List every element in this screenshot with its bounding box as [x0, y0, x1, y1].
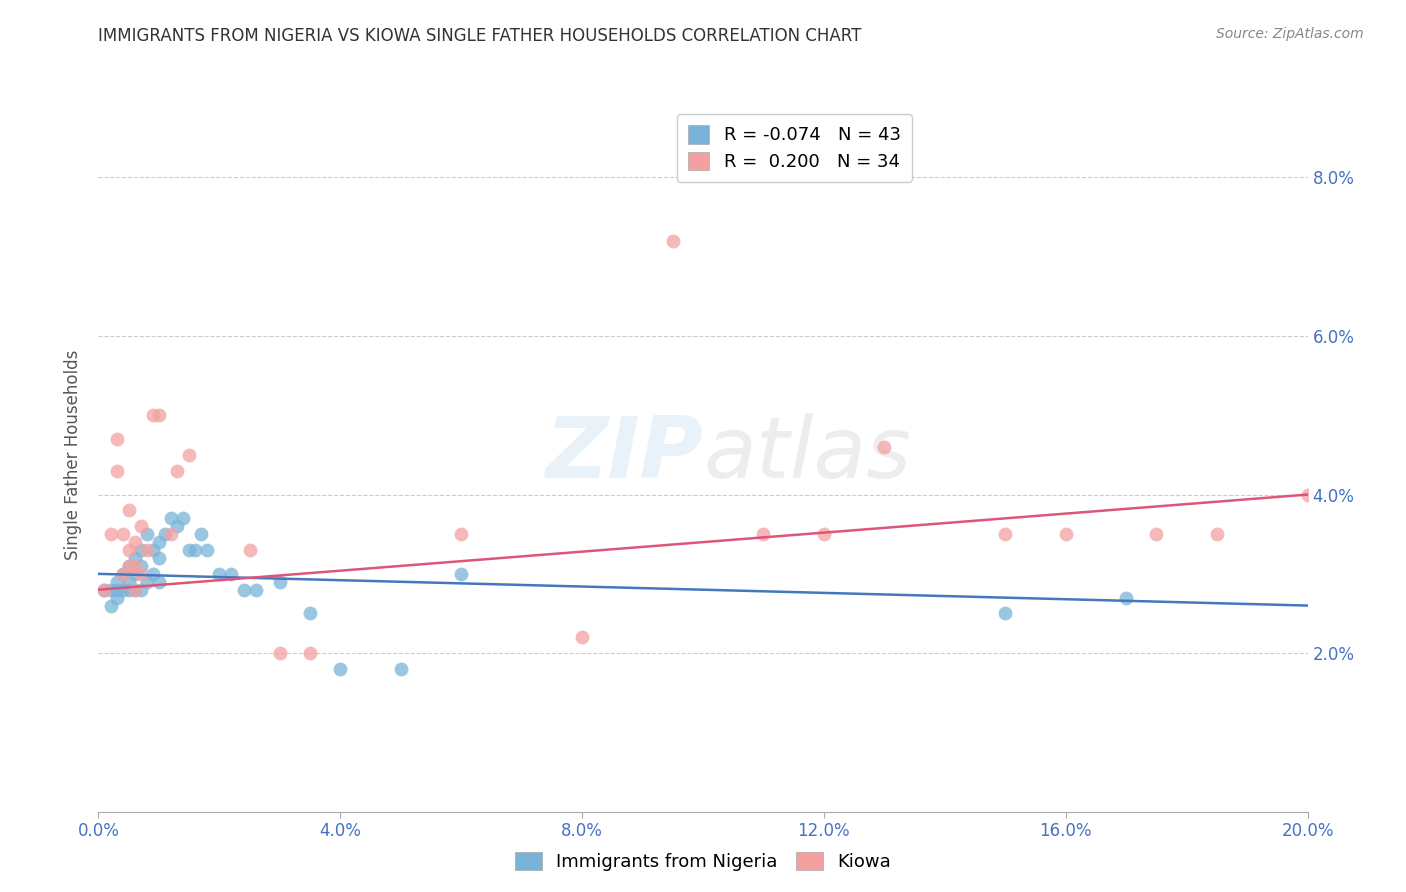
Point	[118, 558, 141, 573]
Point	[450, 527, 472, 541]
Point	[105, 464, 128, 478]
Point	[184, 543, 207, 558]
Point	[111, 582, 134, 597]
Point	[100, 599, 122, 613]
Point	[118, 574, 141, 589]
Point	[148, 551, 170, 566]
Point	[299, 607, 322, 621]
Point	[93, 582, 115, 597]
Point	[124, 566, 146, 581]
Point	[1115, 591, 1137, 605]
Point	[1054, 527, 1077, 541]
Point	[135, 574, 157, 589]
Point	[813, 527, 835, 541]
Point	[129, 543, 152, 558]
Point	[93, 582, 115, 597]
Point	[873, 440, 896, 454]
Point	[994, 607, 1017, 621]
Point	[994, 527, 1017, 541]
Point	[142, 409, 165, 423]
Point	[124, 582, 146, 597]
Point	[208, 566, 231, 581]
Point	[329, 662, 352, 676]
Point	[148, 409, 170, 423]
Point	[129, 519, 152, 533]
Point	[1206, 527, 1229, 541]
Y-axis label: Single Father Households: Single Father Households	[65, 350, 83, 560]
Point	[135, 543, 157, 558]
Point	[450, 566, 472, 581]
Point	[160, 511, 183, 525]
Text: Source: ZipAtlas.com: Source: ZipAtlas.com	[1216, 27, 1364, 41]
Point	[269, 646, 291, 660]
Point	[124, 582, 146, 597]
Point	[172, 511, 194, 525]
Point	[269, 574, 291, 589]
Point	[1296, 487, 1319, 501]
Point	[111, 566, 134, 581]
Text: ZIP: ZIP	[546, 413, 703, 497]
Point	[232, 582, 254, 597]
Point	[148, 535, 170, 549]
Point	[129, 582, 152, 597]
Point	[105, 591, 128, 605]
Point	[118, 543, 141, 558]
Point	[105, 574, 128, 589]
Point	[166, 519, 188, 533]
Point	[389, 662, 412, 676]
Point	[160, 527, 183, 541]
Text: atlas: atlas	[703, 413, 911, 497]
Point	[124, 558, 146, 573]
Point	[245, 582, 267, 597]
Point	[118, 503, 141, 517]
Point	[190, 527, 212, 541]
Point	[166, 464, 188, 478]
Legend: R = -0.074   N = 43, R =  0.200   N = 34: R = -0.074 N = 43, R = 0.200 N = 34	[676, 114, 911, 182]
Point	[111, 566, 134, 581]
Point	[118, 582, 141, 597]
Point	[105, 432, 128, 446]
Point	[105, 582, 128, 597]
Point	[153, 527, 176, 541]
Point	[239, 543, 262, 558]
Point	[299, 646, 322, 660]
Point	[571, 630, 593, 644]
Point	[129, 566, 152, 581]
Point	[124, 535, 146, 549]
Point	[129, 558, 152, 573]
Point	[148, 574, 170, 589]
Point	[118, 558, 141, 573]
Point	[752, 527, 775, 541]
Point	[142, 566, 165, 581]
Point	[142, 543, 165, 558]
Point	[135, 527, 157, 541]
Point	[179, 543, 201, 558]
Point	[179, 448, 201, 462]
Point	[124, 551, 146, 566]
Legend: Immigrants from Nigeria, Kiowa: Immigrants from Nigeria, Kiowa	[508, 845, 898, 879]
Point	[111, 527, 134, 541]
Point	[1144, 527, 1167, 541]
Point	[662, 234, 685, 248]
Point	[221, 566, 243, 581]
Point	[100, 527, 122, 541]
Point	[195, 543, 218, 558]
Point	[100, 582, 122, 597]
Text: IMMIGRANTS FROM NIGERIA VS KIOWA SINGLE FATHER HOUSEHOLDS CORRELATION CHART: IMMIGRANTS FROM NIGERIA VS KIOWA SINGLE …	[98, 27, 862, 45]
